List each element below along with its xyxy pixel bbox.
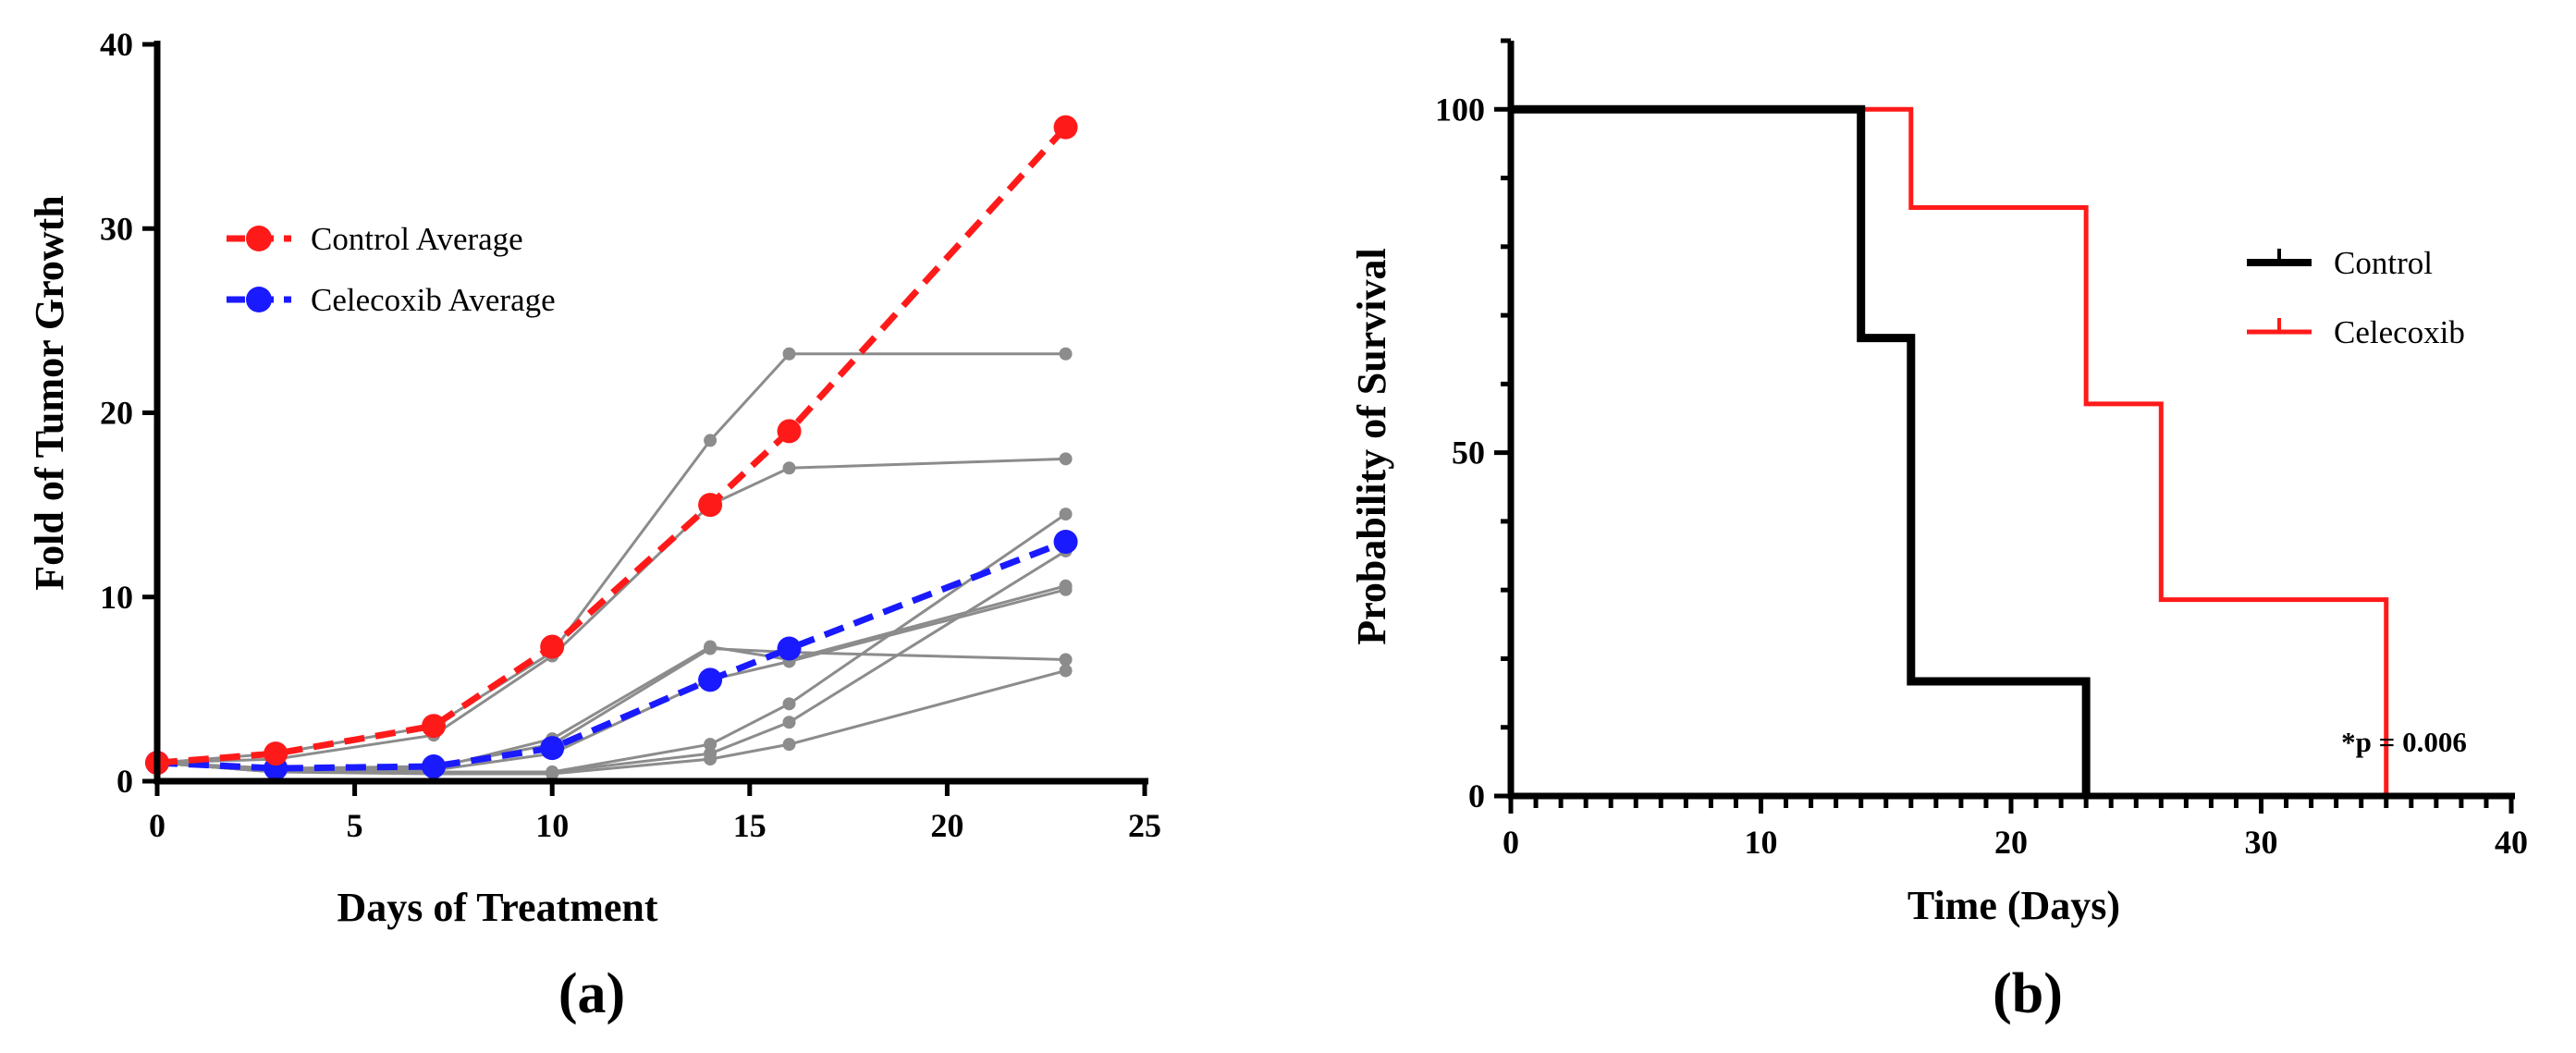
y-tick-label: 0 [117,763,133,800]
x-tick-label: 20 [1994,824,2028,861]
individual-point [1059,452,1073,466]
x-tick-label: 10 [1745,824,1778,861]
survival-curves [1511,104,2389,796]
legend-control-label: Control Average [311,221,523,257]
individual-line [156,512,1067,774]
individual-point [782,716,796,729]
individual-point [546,767,559,781]
survival-curve-celecoxib [1860,106,2389,796]
y-axis-ticks: 0 50 100 [1435,38,1511,814]
average-point [540,634,565,659]
y-tick-label: 0 [1468,778,1485,814]
x-axis-title: Days of Treatment [337,885,657,930]
individual-point [704,753,718,766]
x-tick-label: 0 [149,807,166,844]
y-tick-label: 40 [100,26,133,63]
individual-point [704,642,718,655]
p-value-annotation: *p = 0.006 [2341,726,2467,758]
y-axis-title: Probability of Survival [1349,248,1394,644]
individual-line [156,584,1066,772]
y-tick-label: 100 [1435,91,1485,128]
panel-label-a: (a) [558,962,625,1025]
average-line [156,125,1069,766]
x-tick-label: 10 [535,807,569,844]
x-axis-ticks: 0 5 10 15 20 25 [149,781,1161,844]
average-point [777,419,802,444]
average-point [1053,529,1078,554]
x-axis-ticks: 0 10 20 30 40 [1503,796,2528,861]
legend-control-marker [246,226,272,251]
individual-point [1059,582,1073,596]
average-point [698,667,723,692]
individual-series [151,452,1073,770]
individual-point [704,738,718,752]
individual-line [156,588,1066,774]
legend-celecoxib-label: Celecoxib Average [311,282,556,318]
individual-point [704,434,718,447]
x-tick-label: 25 [1128,807,1161,844]
x-tick-label: 15 [733,807,767,844]
y-tick-label: 20 [100,395,133,432]
average-point [422,714,447,739]
average-point [698,493,723,518]
individual-point [782,738,796,752]
y-axis-ticks: 0 10 20 30 40 [100,26,157,800]
individual-point [782,461,796,475]
average-point [540,736,565,761]
x-tick-label: 20 [930,807,963,844]
individual-point [1059,653,1073,667]
individual-line [156,669,1066,776]
average-lines [145,115,1078,781]
individual-point [1059,508,1073,521]
x-tick-label: 40 [2495,824,2528,861]
series-control-average [145,115,1078,776]
individual-point [782,697,796,711]
y-axis-title: Fold of Tumor Growth [27,195,72,590]
panel-a-tumor-growth: 0 10 20 30 40 0 5 10 15 20 25 Days of Treatment F… [27,26,1161,1025]
y-tick-label: 50 [1452,435,1485,471]
legend: Control Average Celecoxib Average [227,221,556,318]
average-point [1053,115,1078,140]
individual-series [151,508,1073,779]
average-point [264,741,288,766]
legend-celecoxib-label: Celecoxib [2334,314,2465,350]
x-axis-title: Time (Days) [1907,883,2120,928]
individual-line [156,549,1067,774]
average-point [422,754,447,779]
average-point [777,636,802,661]
individual-point [782,347,796,361]
survival-curve-control [1511,104,2091,796]
legend-celecoxib-marker [246,287,272,312]
panel-b-survival: 0 50 100 0 10 20 30 40 Time (Days) Probability… [1349,38,2528,1025]
panel-label-b: (b) [1993,962,2063,1025]
individual-series [151,579,1073,778]
individual-series [151,642,1073,776]
legend-control-label: Control [2334,245,2433,281]
y-tick-label: 10 [100,579,133,616]
individual-line [156,457,1066,765]
y-tick-label: 30 [100,210,133,247]
x-tick-label: 5 [347,807,363,844]
individual-point [1059,347,1073,361]
individual-lines [151,347,1073,781]
legend: Control Celecoxib [2247,245,2465,350]
x-tick-label: 0 [1503,824,1519,861]
individual-line [156,352,1066,765]
x-tick-label: 30 [2245,824,2278,861]
individual-point [1059,664,1073,678]
individual-series [151,544,1073,779]
